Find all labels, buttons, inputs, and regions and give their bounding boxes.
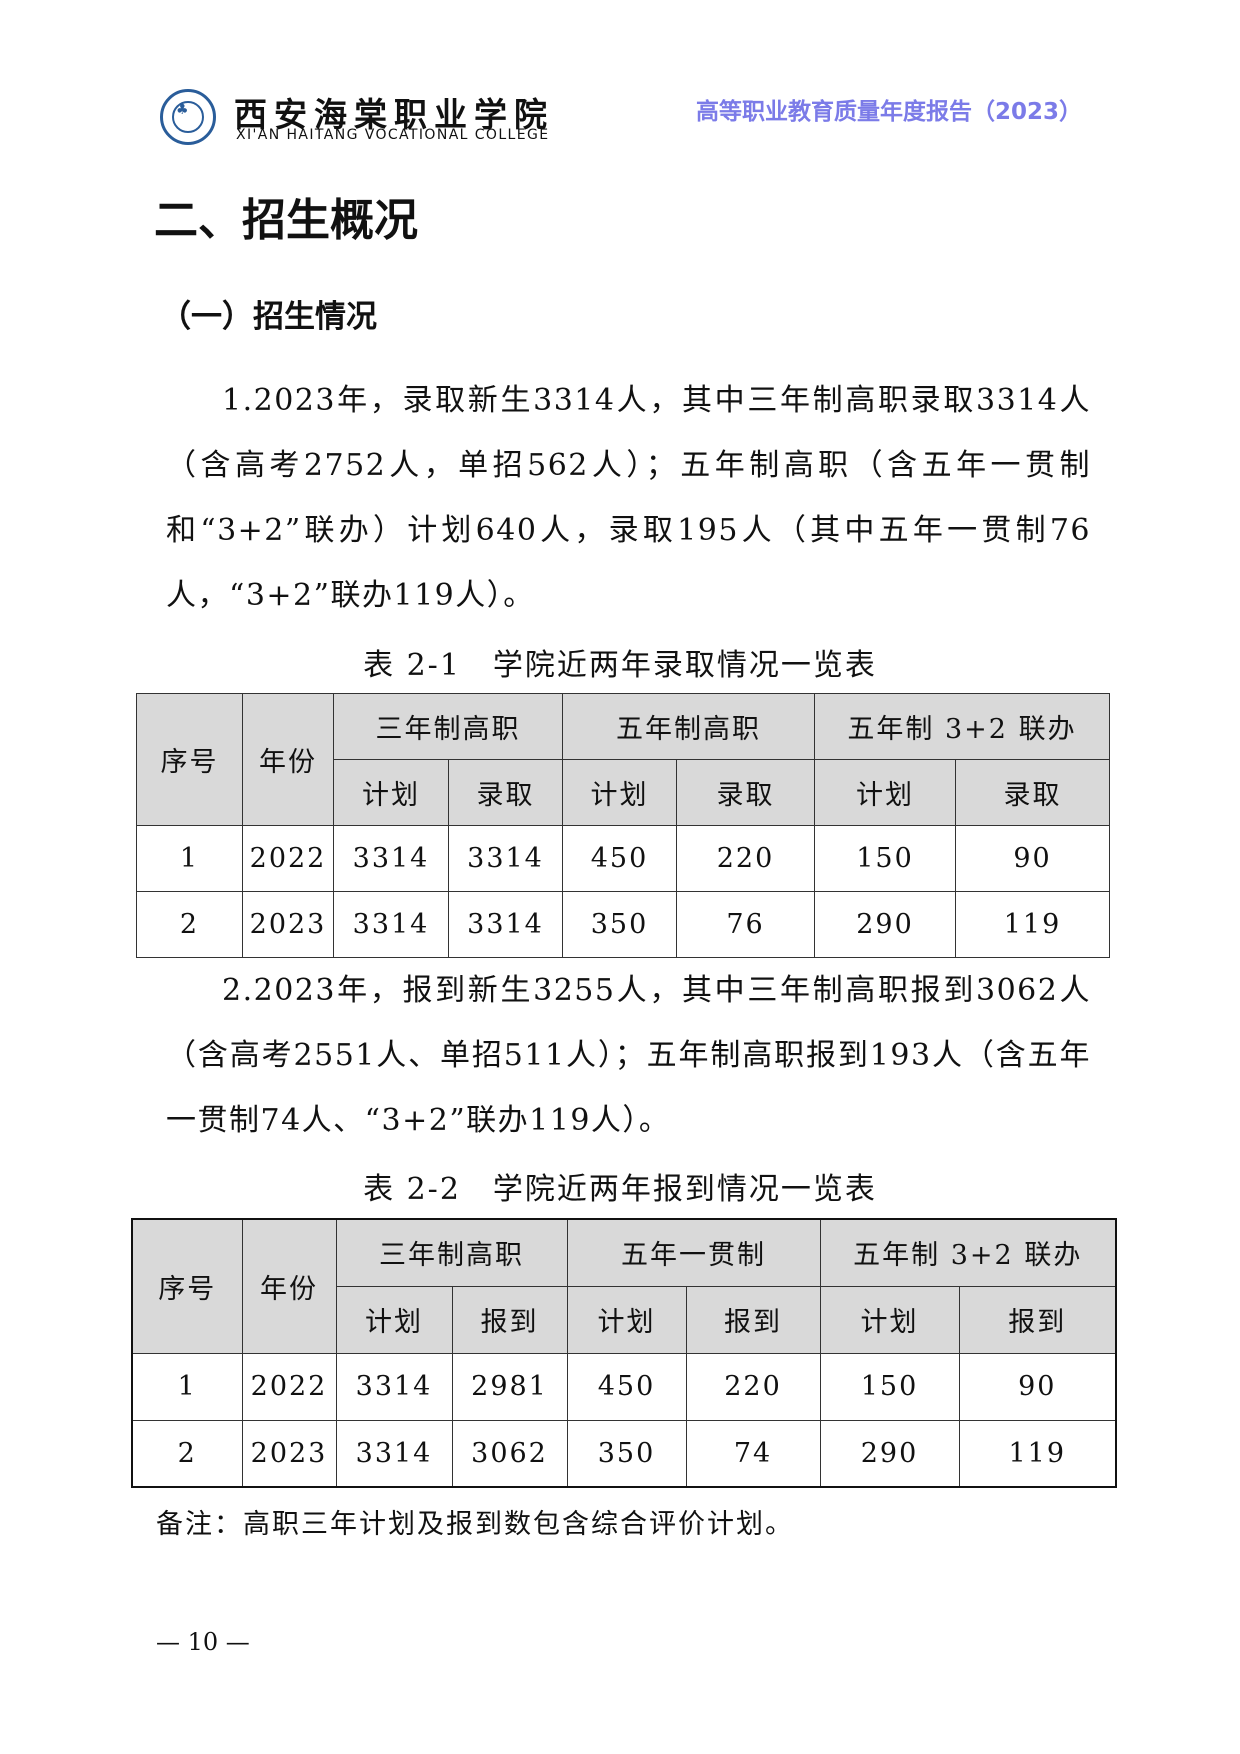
header-cell: 报到 <box>958 1285 1117 1354</box>
table-row: 2 2023 3314 3062 350 74 290 119 <box>131 1419 1117 1488</box>
table-cell: 90 <box>955 825 1110 892</box>
table-cell: 2 <box>131 1419 243 1488</box>
enrollment-table: 序号 年份 三年制高职 五年一贯制 五年制 3+2 联办 计划 报到 计划 报到… <box>131 1218 1117 1488</box>
table-cell: 450 <box>566 1352 687 1421</box>
header-cell: 录取 <box>448 759 563 826</box>
table-row: 1 2022 3314 3314 450 220 150 90 <box>136 825 1110 892</box>
header-cell: 序号 <box>136 693 243 826</box>
table-cell: 2022 <box>242 825 334 892</box>
header-cell: 五年制高职 <box>562 693 815 760</box>
table-note: 备注：高职三年计划及报到数包含综合评价计划。 <box>156 1509 794 1540</box>
header-cell: 序号 <box>131 1218 243 1354</box>
table-cell: 290 <box>814 891 956 958</box>
header-cell: 计划 <box>335 1285 453 1354</box>
sub-title: （一）招生情况 <box>160 299 377 335</box>
college-name-en: XI'AN HAITANG VOCATIONAL COLLEGE <box>236 127 550 143</box>
header-cell: 计划 <box>814 759 956 826</box>
paragraph-admission: 1.2023年，录取新生3314人，其中三年制高职录取3314人（含高考2752… <box>166 383 1091 613</box>
table-subheader-row: 计划 录取 计划 录取 计划 录取 <box>137 759 1110 826</box>
table-cell: 2981 <box>451 1352 568 1421</box>
table-header-row: 序号 年份 三年制高职 五年一贯制 五年制 3+2 联办 <box>131 1218 1117 1354</box>
table-header-row: 序号 年份 三年制高职 五年制高职 五年制 3+2 联办 <box>136 693 1110 826</box>
table2-caption: 表 2-2 学院近两年报到情况一览表 <box>363 1172 877 1207</box>
table-cell: 350 <box>562 891 677 958</box>
table-cell: 90 <box>958 1352 1117 1421</box>
college-logo-icon: ♣ <box>160 89 216 145</box>
header-cell: 五年制 3+2 联办 <box>814 693 1110 760</box>
table-cell: 119 <box>958 1419 1117 1488</box>
table-cell: 2023 <box>241 1419 337 1488</box>
header-cell: 计划 <box>562 759 677 826</box>
table-row: 2 2023 3314 3314 350 76 290 119 <box>136 891 1110 958</box>
table-cell: 2023 <box>242 891 334 958</box>
table-subheader-row: 计划 报到 计划 报到 计划 报到 <box>132 1285 1117 1354</box>
table-row: 1 2022 3314 2981 450 220 150 90 <box>131 1352 1117 1421</box>
header-cell: 录取 <box>676 759 815 826</box>
table-cell: 3314 <box>448 891 563 958</box>
table-cell: 150 <box>819 1352 960 1421</box>
table-cell: 220 <box>676 825 815 892</box>
header-cell: 计划 <box>819 1285 960 1354</box>
paragraph-enrollment: 2.2023年，报到新生3255人，其中三年制高职报到3062人（含高考2551… <box>166 973 1091 1138</box>
header-cell: 计划 <box>566 1285 687 1354</box>
table-cell: 220 <box>685 1352 821 1421</box>
college-name-cn: 西安海棠职业学院 <box>234 95 554 134</box>
table-cell: 150 <box>814 825 956 892</box>
header-cell: 报到 <box>685 1285 821 1354</box>
table-cell: 3314 <box>333 891 449 958</box>
header-cell: 年份 <box>241 1218 337 1354</box>
section-title: 二、招生概况 <box>154 195 418 246</box>
table-cell: 3314 <box>335 1419 453 1488</box>
header-cell: 五年一贯制 <box>566 1218 821 1287</box>
table-cell: 2 <box>136 891 243 958</box>
header-cell: 录取 <box>955 759 1110 826</box>
table-cell: 450 <box>562 825 677 892</box>
table-cell: 3314 <box>448 825 563 892</box>
report-title: 高等职业教育质量年度报告（2023） <box>695 99 1082 125</box>
table-cell: 1 <box>131 1352 243 1421</box>
header-cell: 三年制高职 <box>335 1218 568 1287</box>
header-cell: 三年制高职 <box>333 693 563 760</box>
admission-table: 序号 年份 三年制高职 五年制高职 五年制 3+2 联办 计划 录取 计划 录取… <box>136 693 1110 958</box>
header-cell: 五年制 3+2 联办 <box>819 1218 1117 1287</box>
table-cell: 350 <box>566 1419 687 1488</box>
table-cell: 119 <box>955 891 1110 958</box>
header-cell: 计划 <box>333 759 449 826</box>
header-cell: 年份 <box>242 693 334 826</box>
page-number: — 10 — <box>156 1628 250 1656</box>
table-cell: 76 <box>676 891 815 958</box>
table-cell: 3314 <box>333 825 449 892</box>
header-cell: 报到 <box>451 1285 568 1354</box>
table-cell: 1 <box>136 825 243 892</box>
table-cell: 74 <box>685 1419 821 1488</box>
table1-caption: 表 2-1 学院近两年录取情况一览表 <box>363 648 877 683</box>
table-cell: 290 <box>819 1419 960 1488</box>
table-cell: 2022 <box>241 1352 337 1421</box>
table-cell: 3314 <box>335 1352 453 1421</box>
table-cell: 3062 <box>451 1419 568 1488</box>
